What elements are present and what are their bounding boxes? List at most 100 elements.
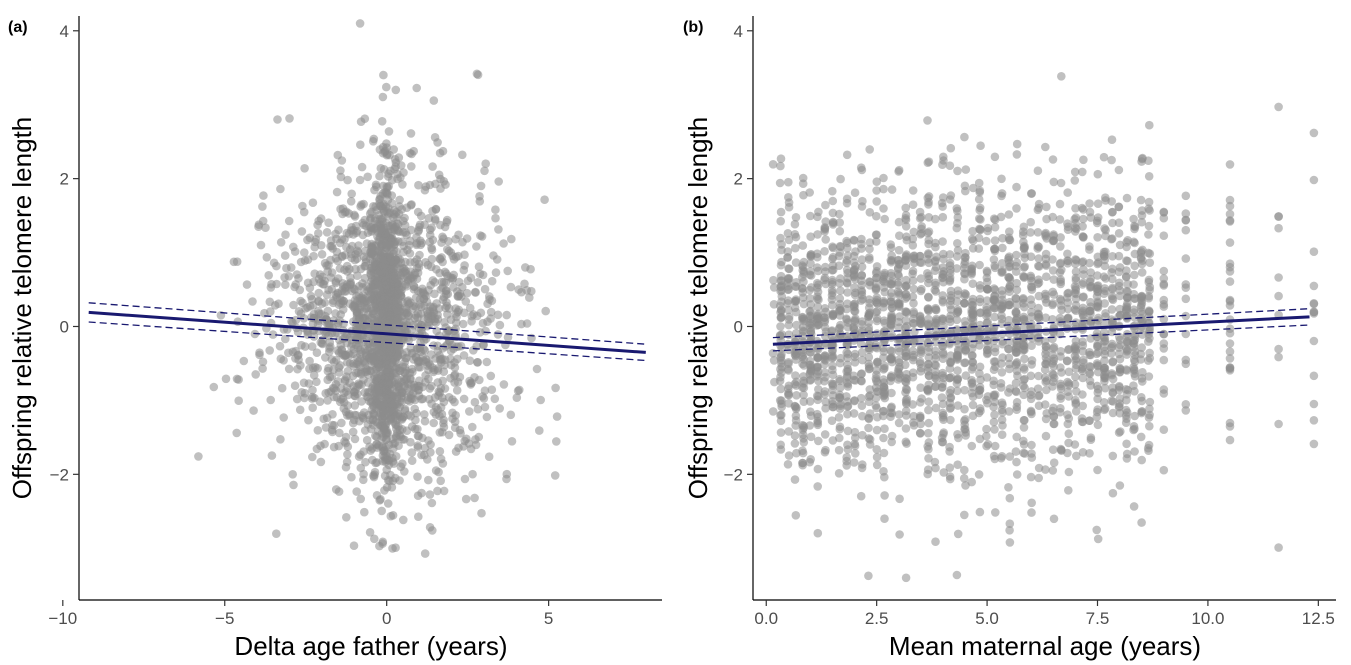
data-point (331, 309, 340, 318)
data-point (414, 356, 423, 366)
data-point (421, 355, 431, 364)
data-point (1108, 451, 1118, 461)
data-point (1122, 439, 1131, 449)
data-point (879, 204, 888, 213)
data-point (784, 384, 793, 394)
data-point (426, 302, 435, 311)
data-point (1056, 394, 1065, 403)
data-point (1159, 425, 1169, 435)
data-point (1064, 467, 1074, 477)
data-point (805, 188, 814, 197)
data-point (864, 413, 873, 423)
data-point (1137, 455, 1146, 465)
data-point (1012, 182, 1021, 192)
data-point (1144, 172, 1154, 181)
data-point (320, 439, 329, 449)
data-point (997, 174, 1006, 184)
data-point (813, 230, 822, 239)
data-point (475, 328, 485, 337)
data-point (961, 371, 971, 380)
data-point (812, 263, 822, 272)
data-point (960, 424, 970, 434)
data-point (908, 241, 918, 250)
data-point (266, 395, 276, 405)
data-point (828, 196, 838, 206)
data-point (806, 411, 816, 421)
data-point (946, 385, 955, 395)
data-point (1026, 282, 1036, 292)
data-point (1048, 466, 1058, 475)
data-point (414, 180, 423, 190)
data-point (901, 203, 910, 213)
data-point (485, 292, 494, 301)
data-point (857, 276, 866, 286)
data-point (407, 448, 417, 457)
data-point (409, 320, 418, 330)
data-point (887, 185, 897, 194)
data-point (1092, 525, 1101, 535)
data-point (799, 299, 809, 309)
data-point (836, 353, 845, 363)
data-point (435, 447, 445, 456)
data-point (373, 360, 383, 369)
data-point (989, 295, 998, 304)
data-point (820, 315, 830, 325)
data-point (380, 486, 389, 495)
data-point (961, 290, 971, 299)
data-point (887, 310, 896, 320)
data-point (975, 507, 985, 517)
data-point (1063, 304, 1073, 314)
data-point (776, 308, 785, 317)
data-point (998, 339, 1007, 349)
data-point (1019, 299, 1028, 308)
data-point (398, 298, 408, 307)
data-point (296, 361, 305, 370)
data-point (276, 354, 286, 364)
data-point (799, 423, 808, 433)
y-tick-label: 4 (60, 22, 69, 41)
data-point (399, 515, 408, 525)
data-point (395, 202, 404, 211)
data-point (1114, 218, 1124, 227)
data-point (466, 273, 476, 283)
data-point (1122, 193, 1132, 203)
data-point (1225, 259, 1235, 269)
data-point (1100, 346, 1110, 356)
data-point (494, 225, 503, 234)
data-point (806, 211, 815, 221)
data-point (428, 206, 437, 216)
data-point (453, 354, 462, 364)
data-point (784, 366, 793, 375)
data-point (960, 299, 969, 308)
data-point (836, 320, 845, 330)
data-point (827, 416, 837, 426)
data-point (1026, 406, 1036, 416)
data-point (446, 354, 455, 364)
data-point (1114, 281, 1124, 291)
x-tick-label: −10 (48, 609, 77, 628)
data-point (975, 225, 985, 234)
data-point (968, 226, 977, 236)
data-point (515, 385, 524, 395)
data-point (1093, 465, 1102, 475)
data-point (998, 421, 1007, 430)
data-point (930, 266, 940, 276)
data-point (1274, 344, 1283, 354)
data-point (281, 280, 290, 290)
data-point (806, 314, 816, 324)
data-point (820, 247, 829, 256)
data-point (931, 403, 941, 413)
data-point (1041, 260, 1051, 269)
data-point (1033, 384, 1043, 394)
data-point (851, 314, 860, 324)
data-point (337, 418, 346, 428)
data-point (486, 307, 496, 317)
data-point (873, 298, 882, 308)
data-point (945, 474, 955, 484)
data-point (997, 359, 1006, 369)
data-point (1093, 271, 1102, 280)
data-point (1129, 502, 1139, 511)
data-point (887, 431, 897, 441)
data-point (849, 251, 859, 261)
data-point (938, 212, 948, 222)
